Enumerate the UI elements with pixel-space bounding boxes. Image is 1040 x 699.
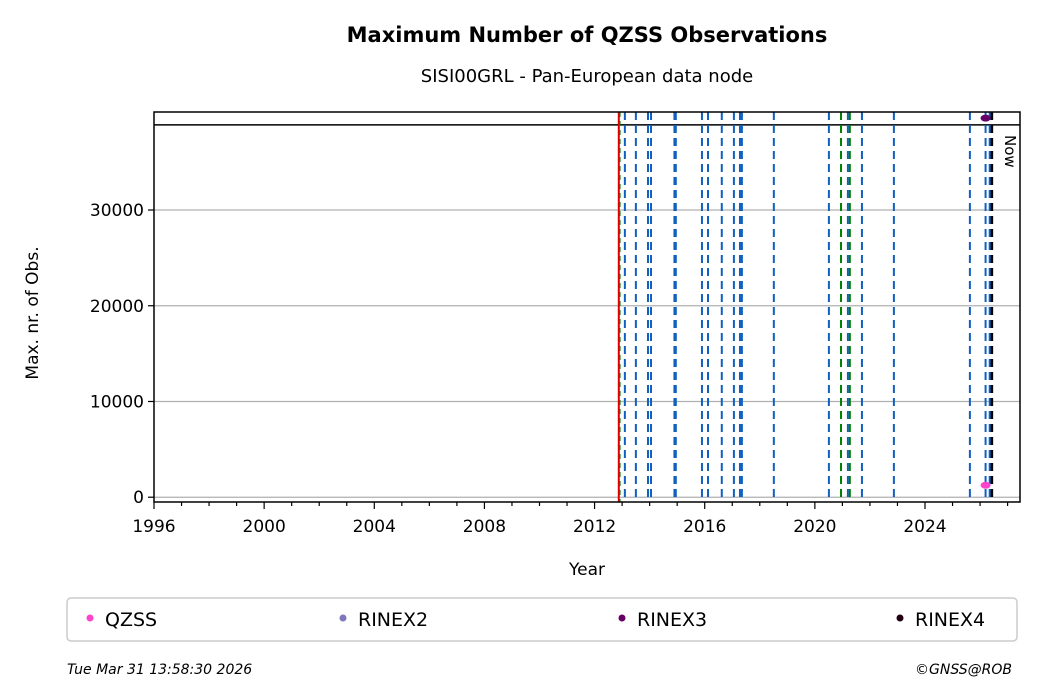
legend-marker-rinex2 (339, 614, 347, 622)
y-tick-label: 10000 (90, 392, 144, 412)
x-tick-label: 2004 (353, 517, 396, 537)
point-qzss (980, 481, 991, 489)
now-label: Now (1001, 135, 1019, 168)
chart-subtitle: SISI00GRL - Pan-European data node (421, 66, 753, 87)
legend-marker-rinex4 (896, 614, 904, 622)
legend-label-rinex4: RINEX4 (915, 609, 985, 631)
x-tick-label: 2000 (243, 517, 286, 537)
legend-marker-rinex3 (618, 614, 626, 622)
y-tick-label: 0 (133, 488, 144, 508)
grid (154, 124, 1020, 498)
y-axis-label: Max. nr. of Obs. (23, 246, 43, 379)
legend-label-rinex2: RINEX2 (358, 609, 428, 631)
point-rinex3 (980, 114, 991, 122)
legend-label-qzss: QZSS (105, 609, 157, 631)
x-tick-label: 2008 (463, 517, 506, 537)
legend-marker-qzss (86, 614, 94, 622)
y-tick-label: 20000 (90, 297, 144, 317)
event-lines (617, 112, 994, 502)
copyright: ©GNSS@ROB (915, 662, 1012, 678)
data-points (980, 114, 991, 489)
legend-label-rinex3: RINEX3 (637, 609, 707, 631)
legend-box (66, 597, 1018, 642)
x-tick-label: 2012 (573, 517, 616, 537)
x-axis-label: Year (568, 560, 605, 580)
legend: QZSS RINEX2 RINEX3 RINEX4 (86, 609, 985, 631)
plot-frame (153, 111, 1021, 503)
y-tick-label: 30000 (90, 201, 144, 221)
axis-ticks: 0 10000 20000 30000 1996 2000 2004 2008 2012 2016… (90, 201, 1009, 537)
x-tick-label: 2024 (903, 517, 946, 537)
timestamp: Tue Mar 31 13:58:30 2026 (67, 662, 252, 678)
x-tick-label: 2020 (793, 517, 836, 537)
x-tick-label: 1996 (132, 517, 175, 537)
x-tick-label: 2016 (683, 517, 726, 537)
chart-title: Maximum Number of QZSS Observations (347, 23, 828, 47)
